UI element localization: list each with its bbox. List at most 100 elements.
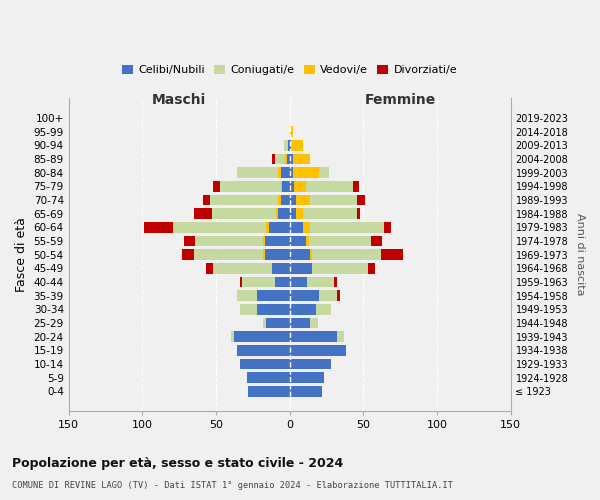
Bar — [371, 236, 382, 246]
Bar — [220, 181, 282, 192]
Bar — [290, 345, 346, 356]
Bar — [281, 194, 290, 205]
Bar — [296, 194, 358, 205]
Bar — [213, 181, 220, 192]
Bar — [290, 236, 306, 246]
Bar — [275, 276, 290, 287]
Bar — [277, 208, 278, 219]
Bar — [296, 194, 310, 205]
Bar — [294, 181, 353, 192]
Bar — [290, 386, 322, 397]
Bar — [184, 236, 196, 246]
Bar — [290, 208, 296, 219]
Bar — [213, 263, 272, 274]
Bar — [194, 249, 265, 260]
Bar — [358, 208, 361, 219]
Bar — [275, 154, 287, 164]
Text: Popolazione per età, sesso e stato civile - 2024: Popolazione per età, sesso e stato civil… — [12, 458, 343, 470]
Bar — [290, 126, 293, 137]
Bar — [272, 263, 290, 274]
Bar — [287, 154, 290, 164]
Bar — [368, 263, 375, 274]
Bar — [353, 181, 359, 192]
Bar — [239, 304, 257, 315]
Bar — [290, 263, 312, 274]
Bar — [358, 194, 365, 205]
Bar — [290, 126, 291, 137]
Bar — [312, 263, 368, 274]
Bar — [334, 276, 337, 287]
Bar — [290, 358, 331, 370]
Bar — [296, 208, 358, 219]
Bar — [303, 222, 384, 233]
Bar — [257, 290, 290, 301]
Bar — [257, 304, 290, 315]
Bar — [196, 236, 265, 246]
Bar — [263, 236, 265, 246]
Bar — [290, 194, 296, 205]
Bar — [319, 290, 337, 301]
Bar — [290, 372, 323, 383]
Bar — [266, 222, 269, 233]
Bar — [306, 236, 371, 246]
Text: COMUNE DI REVINE LAGO (TV) - Dati ISTAT 1° gennaio 2024 - Elaborazione TUTTITALI: COMUNE DI REVINE LAGO (TV) - Dati ISTAT … — [12, 481, 453, 490]
Bar — [194, 208, 212, 219]
Bar — [294, 181, 306, 192]
Bar — [337, 331, 344, 342]
Bar — [278, 208, 290, 219]
Bar — [384, 222, 391, 233]
Bar — [293, 167, 319, 178]
Text: Maschi: Maschi — [152, 93, 206, 107]
Bar — [290, 276, 307, 287]
Bar — [288, 140, 290, 151]
Bar — [290, 249, 310, 260]
Bar — [233, 331, 290, 342]
Bar — [290, 331, 337, 342]
Bar — [236, 290, 257, 301]
Bar — [310, 249, 312, 260]
Bar — [242, 276, 275, 287]
Bar — [291, 140, 303, 151]
Bar — [269, 222, 290, 233]
Bar — [285, 154, 287, 164]
Bar — [278, 167, 281, 178]
Bar — [290, 290, 319, 301]
Bar — [291, 140, 296, 151]
Bar — [281, 167, 290, 178]
Bar — [236, 167, 281, 178]
Y-axis label: Anni di nascita: Anni di nascita — [575, 214, 585, 296]
Bar — [290, 304, 316, 315]
Bar — [284, 140, 288, 151]
Bar — [247, 372, 290, 383]
Bar — [248, 386, 290, 397]
Bar — [310, 249, 381, 260]
Bar — [173, 222, 269, 233]
Bar — [203, 194, 210, 205]
Bar — [290, 222, 303, 233]
Bar — [210, 194, 281, 205]
Bar — [290, 167, 293, 178]
Bar — [272, 154, 275, 164]
Y-axis label: Fasce di età: Fasce di età — [15, 217, 28, 292]
Bar — [266, 318, 290, 328]
Bar — [316, 304, 331, 315]
Bar — [290, 154, 293, 164]
Bar — [144, 222, 173, 233]
Bar — [239, 358, 290, 370]
Bar — [381, 249, 403, 260]
Legend: Celibi/Nubili, Coniugati/e, Vedovi/e, Divorziati/e: Celibi/Nubili, Coniugati/e, Vedovi/e, Di… — [118, 60, 462, 80]
Bar — [206, 263, 213, 274]
Bar — [265, 236, 290, 246]
Bar — [263, 249, 265, 260]
Bar — [293, 154, 310, 164]
Bar — [278, 194, 281, 205]
Bar — [290, 181, 294, 192]
Bar — [310, 318, 317, 328]
Bar — [282, 181, 290, 192]
Bar — [306, 236, 309, 246]
Bar — [212, 208, 278, 219]
Bar — [281, 181, 282, 192]
Bar — [307, 276, 334, 287]
Bar — [182, 249, 194, 260]
Bar — [231, 331, 233, 342]
